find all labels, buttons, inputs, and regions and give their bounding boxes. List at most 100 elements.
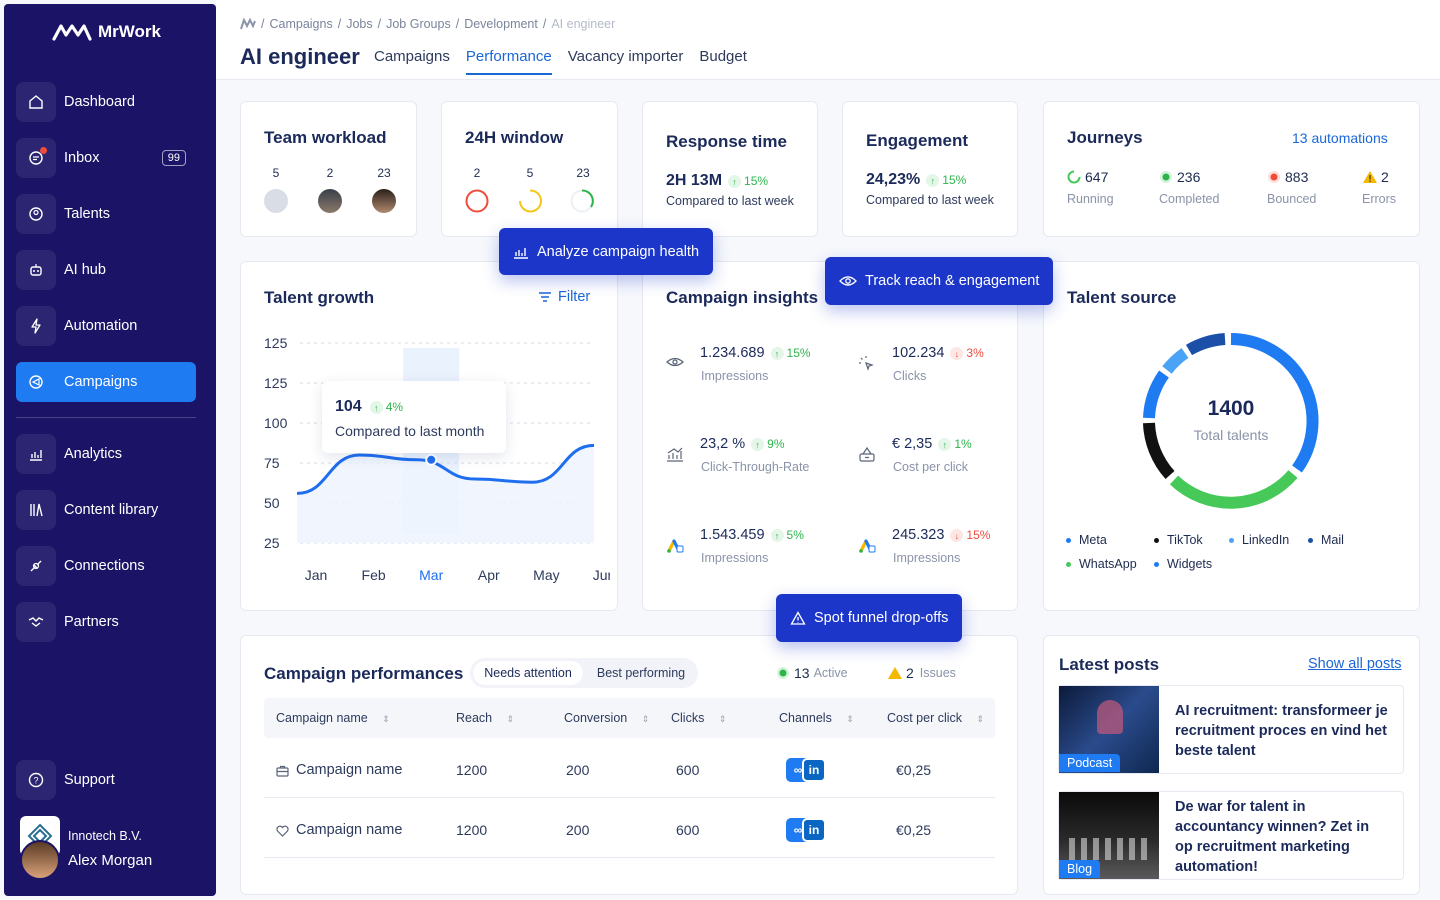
sidebar-item-automation[interactable]: Automation [16, 306, 196, 346]
sidebar-item-connections[interactable]: Connections [16, 546, 196, 586]
chat-icon [16, 138, 56, 178]
avatar[interactable] [372, 189, 396, 213]
eye-icon [666, 355, 684, 373]
post-title[interactable]: AI recruitment: transformeer je recruitm… [1175, 703, 1388, 759]
insight-metric: 1.234.689 ↑ 15% [700, 345, 811, 361]
insight-label: Impressions [701, 551, 769, 565]
highlight-point[interactable] [425, 453, 438, 466]
insight-value: 1.234.689 [700, 345, 765, 361]
sidebar-item-analytics[interactable]: Analytics [16, 434, 196, 474]
journey-value: 883 [1285, 169, 1309, 185]
analytics-icon [16, 434, 56, 474]
automations-link[interactable]: 13 automations [1292, 130, 1388, 146]
donut-segment-tiktok [1143, 422, 1175, 480]
avatar[interactable] [318, 189, 342, 213]
sidebar-item-dashboard[interactable]: Dashboard [16, 82, 196, 122]
sort-icon: ⇕ [716, 714, 727, 724]
post-tag: Blog [1059, 860, 1101, 878]
sidebar-item-partners[interactable]: Partners [16, 602, 196, 642]
bounced-icon [1268, 171, 1280, 183]
sidebar-item-label: Partners [64, 614, 119, 630]
sidebar-divider [16, 417, 196, 418]
column-header[interactable]: Channels ⇕ [779, 711, 854, 725]
sidebar-item-talents[interactable]: Talents [16, 194, 196, 234]
campaign-name[interactable]: Campaign name [296, 762, 403, 778]
y-tick-label: 125 [264, 375, 288, 391]
pill-label: Spot funnel drop-offs [814, 610, 949, 626]
insight-value: € 2,35 [892, 436, 933, 452]
home-logo-icon[interactable] [240, 18, 256, 30]
heart-icon [276, 824, 289, 842]
pill-label: Track reach & engagement [865, 273, 1040, 289]
brand-logo[interactable]: MrWork [52, 22, 161, 42]
analyze-health-pill[interactable]: Analyze campaign health [499, 228, 714, 275]
show-all-posts-link[interactable]: Show all posts [1308, 656, 1402, 672]
breadcrumb-item[interactable]: Job Groups [386, 17, 451, 31]
card-title: Team workload [264, 128, 387, 147]
post-title[interactable]: De war for talent in accountancy winnen?… [1175, 799, 1370, 875]
total-talents-label: Total talents [1193, 427, 1269, 443]
toggle-best-performing[interactable]: Best performing [596, 666, 686, 680]
breadcrumb-item[interactable]: Development [464, 17, 538, 31]
timer-ring-green [581, 189, 594, 208]
row-divider [264, 797, 995, 798]
breadcrumb-item[interactable]: Campaigns [269, 17, 333, 31]
engagement-card [842, 101, 1018, 237]
sidebar-item-ai-hub[interactable]: AI hub [16, 250, 196, 290]
workload-count: 5 [272, 166, 280, 180]
post-tag: Podcast [1059, 754, 1121, 772]
column-header[interactable]: Reach ⇕ [456, 711, 515, 725]
user-name[interactable]: Alex Morgan [68, 852, 153, 869]
card-title: Engagement [866, 131, 969, 150]
x-tick-label: Mar [419, 567, 443, 583]
window-count: 5 [526, 166, 534, 180]
talent-source-donut [1143, 333, 1319, 509]
campaign-name[interactable]: Campaign name [296, 822, 403, 838]
track-reach-pill[interactable]: Track reach & engagement [825, 257, 1054, 305]
delta-up: ↑ 9% [751, 437, 785, 452]
warning-icon [888, 667, 902, 679]
talent-source-card [1043, 261, 1420, 611]
tab-campaigns[interactable]: Campaigns [374, 48, 450, 65]
avatar[interactable] [264, 189, 288, 213]
bolt-icon [16, 306, 56, 346]
insight-value: 245.323 [892, 527, 945, 543]
tab-performance[interactable]: Performance [465, 48, 552, 75]
y-tick-label: 75 [264, 455, 280, 471]
channels: ∞ in [786, 818, 826, 842]
pill-label: Analyze campaign health [537, 243, 700, 260]
toggle-needs-attention[interactable]: Needs attention [473, 661, 583, 685]
campaign-icon [16, 362, 56, 402]
tab-vacancy-importer[interactable]: Vacancy importer [567, 48, 684, 65]
reach-value: 1200 [456, 762, 488, 778]
breadcrumb-item[interactable]: Jobs [346, 17, 373, 31]
tab-budget[interactable]: Budget [699, 48, 747, 65]
users-icon [16, 194, 56, 234]
linkedin-icon: in [802, 758, 826, 782]
help-icon: ? [16, 760, 56, 800]
sidebar-item-campaigns[interactable]: Campaigns [16, 362, 196, 402]
clicks-value: 600 [676, 762, 700, 778]
active-count: 13 Active [776, 665, 848, 681]
column-header[interactable]: Cost per click ⇕ [887, 711, 985, 725]
filter-button[interactable]: Filter [538, 289, 590, 305]
card-title: Campaign performances [264, 664, 464, 683]
sidebar-item-support[interactable]: ? Support [16, 760, 196, 800]
column-header[interactable]: Conversion ⇕ [564, 711, 650, 725]
sidebar-item-content-library[interactable]: Content library [16, 490, 196, 530]
user-avatar[interactable] [20, 840, 60, 880]
card-title: 24H window [465, 128, 564, 147]
sidebar-item-inbox[interactable]: Inbox 99 [16, 138, 196, 178]
eye-icon [839, 276, 857, 286]
spot-dropoffs-pill[interactable]: Spot funnel drop-offs [776, 594, 963, 642]
donut-segment-widgets [1143, 370, 1170, 419]
timer-ring-red [465, 189, 489, 213]
column-header[interactable]: Clicks ⇕ [671, 711, 727, 725]
insight-value: 1.543.459 [700, 527, 765, 543]
campaign-insights-card [642, 261, 1018, 611]
insight-metric: 245.323 ↓ 15% [892, 527, 990, 543]
column-header[interactable]: Campaign name ⇕ [276, 711, 390, 725]
insight-label: Cost per click [893, 460, 969, 474]
sidebar-item-label: Connections [64, 558, 145, 574]
delta-down: ↓ 3% [950, 346, 984, 361]
